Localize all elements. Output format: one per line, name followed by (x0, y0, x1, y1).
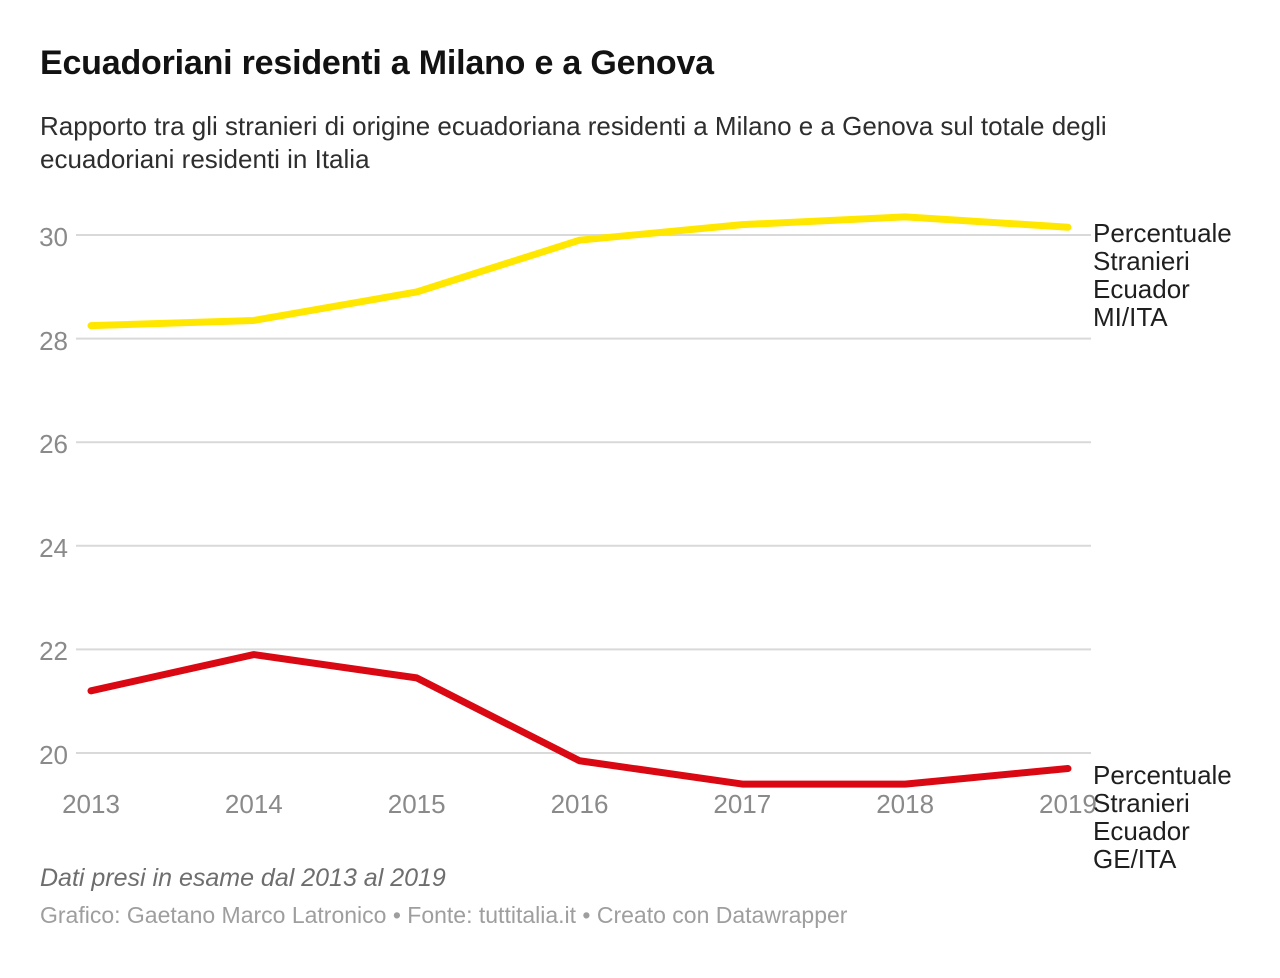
chart-subtitle: Rapporto tra gli stranieri di origine ec… (40, 111, 1107, 174)
series-line-mi-ita (87, 213, 1072, 330)
x-tick-label-2015: 2015 (387, 789, 446, 819)
series-label-line: Stranieri (1093, 787, 1190, 818)
x-tick-label-2018: 2018 (876, 789, 935, 819)
footer-credit: Grafico: Gaetano Marco Latronico • Fonte… (40, 902, 848, 928)
x-tick-label-2017: 2017 (713, 789, 772, 819)
y-tick-label-28: 28 (39, 325, 68, 356)
series-label-ge-ita: Percentuale Stranieri Ecuador GE/ITA (1093, 761, 1273, 873)
y-tick-label-26: 26 (39, 429, 68, 460)
series-label-line: GE/ITA (1093, 843, 1177, 874)
y-tick-label-22: 22 (39, 636, 68, 667)
x-tick-label-2014: 2014 (224, 789, 283, 819)
x-tick-label-2019: 2019 (1039, 789, 1097, 819)
y-tick-label-20: 20 (39, 740, 68, 770)
series-label-line: MI/ITA (1093, 302, 1168, 333)
series-line-ge-ita (87, 651, 1072, 788)
y-tick-label-30: 30 (39, 222, 68, 252)
footer-note: Dati presi in esame dal 2013 al 2019 (40, 864, 446, 892)
series-label-line: Ecuador (1093, 274, 1190, 305)
series-label-line: Percentuale (1093, 759, 1232, 790)
series-label-line: Ecuador (1093, 815, 1190, 846)
series-label-mi-ita: Percentuale Stranieri Ecuador MI/ITA (1093, 219, 1273, 331)
series-label-line: Stranieri (1093, 246, 1190, 277)
x-tick-label-2016: 2016 (550, 789, 609, 819)
series-label-line: Percentuale (1093, 218, 1232, 249)
x-tick-label-2013: 2013 (62, 789, 120, 819)
chart-title: Ecuadoriani residenti a Milano e a Genov… (40, 44, 714, 82)
y-tick-label-24: 24 (39, 532, 68, 563)
